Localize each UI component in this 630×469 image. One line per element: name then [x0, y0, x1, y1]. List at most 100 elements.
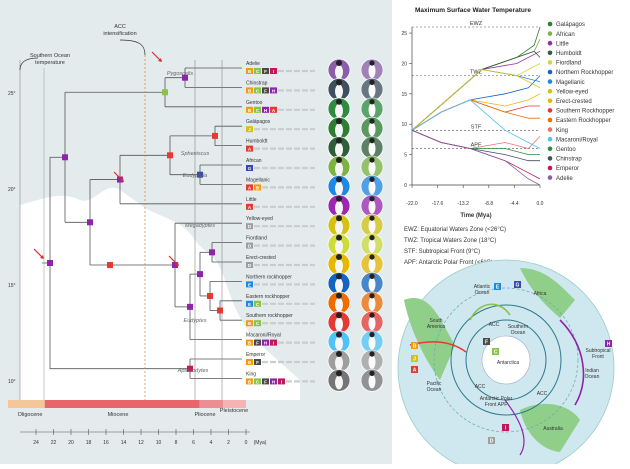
area-code-letter: C	[256, 321, 260, 326]
dispersal-route	[504, 399, 525, 456]
species-name: Northern rockhopper	[246, 274, 292, 280]
area-code-letter: C	[256, 88, 260, 93]
time-tick-label: 14	[121, 440, 127, 446]
node-area-marker	[207, 292, 213, 299]
species-name: Chinstrap	[246, 80, 268, 86]
genus-label: Eudyptula	[183, 173, 207, 179]
time-tick-label: 2	[227, 440, 230, 446]
region-marker	[411, 342, 418, 349]
chart-y-tick-label: 10	[401, 122, 407, 128]
area-code-letter: G	[248, 166, 252, 171]
time-tick-label: 18	[86, 440, 92, 446]
species-name: Emperor	[246, 352, 266, 358]
penguin-belly	[335, 220, 343, 235]
area-code-letter: J	[248, 127, 251, 132]
penguin-belly-2	[368, 180, 376, 195]
species-name: King	[246, 371, 256, 377]
penguin-belly	[335, 375, 343, 390]
species-row: Magellanic A B	[246, 174, 384, 198]
area-code-letter: B	[248, 360, 252, 365]
zone-note: STF: Subtropical Front (9°C)	[404, 249, 480, 255]
south-america-label: South	[429, 318, 442, 324]
penguin-belly-2	[368, 296, 376, 311]
acc-label: intensification	[103, 31, 136, 37]
penguin-head-2	[369, 196, 375, 202]
time-tick-label: 10	[156, 440, 162, 446]
penguin-head	[336, 234, 342, 241]
species-row: Adelie B C F I	[246, 58, 384, 82]
legend-label: Northern Rockhopper	[556, 70, 613, 76]
penguin-head-2	[369, 118, 375, 124]
species-name: Gentoo	[246, 100, 263, 106]
dispersal-route	[469, 303, 511, 321]
penguin-belly	[335, 297, 343, 312]
southern-ocean-label: Southern Ocean	[30, 53, 70, 59]
area-code-box	[254, 339, 261, 346]
reference-line-label: APF	[471, 143, 482, 149]
area-code-box	[270, 87, 277, 94]
node-area-marker	[162, 89, 168, 96]
species-name: Galápagos	[246, 119, 271, 125]
penguin-belly-2	[368, 141, 376, 156]
penguin-belly	[335, 181, 343, 196]
chart-x-label: Time (Mya)	[460, 213, 491, 219]
genus-label: Spheniscus	[181, 151, 210, 157]
area-code-box	[254, 184, 261, 191]
node-area-marker	[167, 152, 173, 159]
series-line	[411, 75, 541, 131]
penguin-head-2	[369, 312, 375, 318]
area-code-box	[246, 320, 253, 327]
y-tick-label: 20°	[8, 187, 16, 193]
legend-label: Adelie	[556, 176, 573, 182]
penguin-head	[336, 370, 342, 377]
area-code-box	[254, 87, 261, 94]
species-name: Yellow-eyed	[246, 216, 273, 222]
acc-map-label: ACC	[475, 384, 486, 390]
legend-label: Southern Rockhopper	[556, 109, 614, 115]
penguin-belly-2	[368, 122, 376, 137]
penguin-head-2	[369, 157, 375, 163]
genus-label: Aptenodytes	[177, 368, 209, 374]
penguin-head-2	[369, 99, 375, 105]
region-marker	[605, 340, 612, 347]
epoch-label: Pleistocene	[220, 408, 248, 414]
penguin-head	[336, 292, 342, 299]
area-code-letter: C	[256, 379, 260, 384]
penguin-head-2	[369, 235, 375, 241]
legend-label: Gentoo	[556, 147, 576, 153]
genus-label: Megadyptes	[185, 223, 215, 229]
area-code-box	[254, 378, 261, 385]
africa-label: Africa	[534, 291, 547, 297]
legend-swatch	[547, 50, 553, 56]
south-america-label: America	[427, 324, 446, 330]
area-code-letter: I	[273, 341, 274, 346]
zone-note: EWZ: Equatorial Waters Zone (<26°C)	[404, 227, 506, 233]
legend-label: Emperor	[556, 166, 579, 172]
time-tick-label: 24	[33, 440, 39, 446]
chart-x-tick-label: 0.0	[537, 201, 544, 207]
zone-note: APF: Antarctic Polar Front (<6°C)	[404, 260, 493, 266]
area-code-box	[246, 203, 253, 210]
epoch-segment	[36, 400, 45, 408]
indian-ocean-label: Indian	[585, 368, 599, 374]
apf-label: Antarctic Polar	[480, 396, 513, 402]
acc-map-label: ACC	[489, 322, 500, 328]
area-code-box	[246, 281, 253, 288]
legend-label: Eastern Rockhopper	[556, 118, 611, 124]
species-row: Northern rockhopper E	[246, 271, 384, 295]
epoch-segment	[8, 400, 36, 408]
legend-label: Magellanic	[556, 80, 585, 86]
species-name: Humboldt	[246, 139, 268, 145]
area-code-letter: C	[256, 108, 260, 113]
region-marker	[411, 355, 418, 362]
region-letter: E	[496, 285, 500, 291]
penguin-belly-2	[368, 277, 376, 292]
area-code-letter: C	[256, 302, 260, 307]
time-tick-label: 4	[210, 440, 213, 446]
species-row: African G	[246, 155, 384, 179]
penguin-head	[336, 118, 342, 125]
chart-x-tick-label: -4.4	[510, 201, 519, 207]
legend-label: Yellow-eyed	[556, 89, 588, 95]
series-line	[411, 39, 541, 131]
